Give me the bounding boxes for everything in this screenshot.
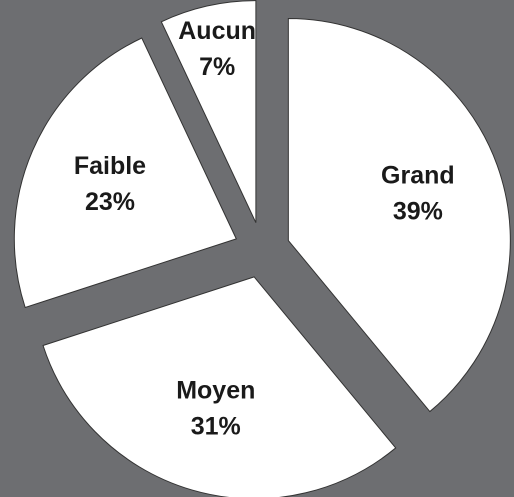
slice-value-label: 23% xyxy=(85,188,135,216)
slice-label: Aucun xyxy=(178,17,256,45)
pie-slice xyxy=(13,37,237,309)
slice-value-label: 7% xyxy=(199,53,235,81)
pie-slice xyxy=(42,276,397,497)
pie-slice xyxy=(160,0,257,223)
slice-value-label: 31% xyxy=(191,413,241,441)
slice-label: Faible xyxy=(74,152,146,180)
slice-label: Moyen xyxy=(176,377,255,405)
slice-label: Grand xyxy=(381,162,455,190)
pie-slice xyxy=(287,18,511,413)
slice-value-label: 39% xyxy=(393,198,443,226)
